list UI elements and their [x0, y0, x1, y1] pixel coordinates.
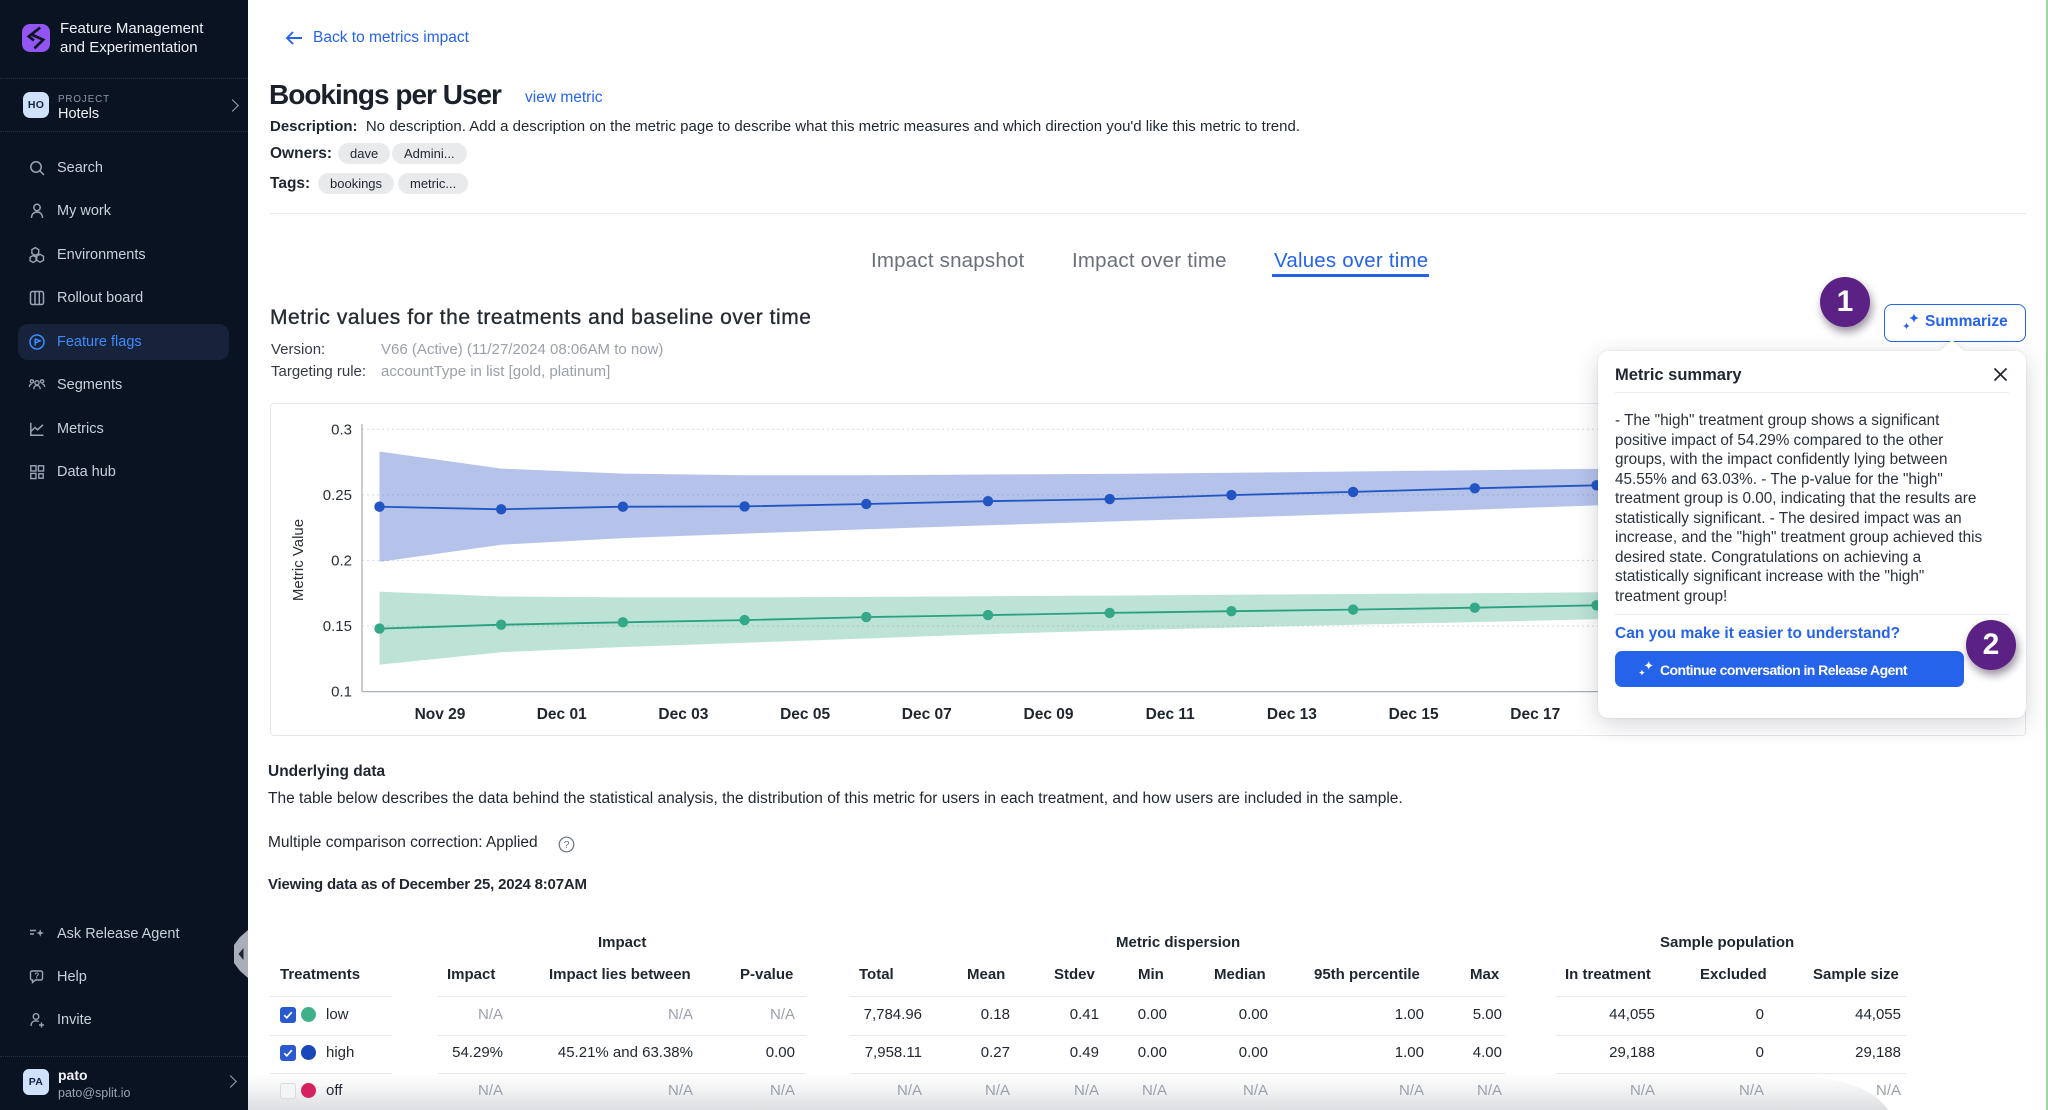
svg-text:?: ? [34, 971, 39, 980]
svg-text:0.2: 0.2 [331, 552, 352, 569]
svg-text:Dec 13: Dec 13 [1267, 706, 1317, 723]
svg-text:Dec 03: Dec 03 [658, 706, 708, 723]
svg-text:Dec 11: Dec 11 [1146, 706, 1196, 723]
svg-text:Nov 29: Nov 29 [415, 706, 466, 723]
svg-text:Dec 05: Dec 05 [780, 706, 830, 723]
svg-text:Metric Value: Metric Value [290, 519, 307, 601]
svg-text:?: ? [564, 839, 570, 851]
svg-text:Dec 15: Dec 15 [1389, 706, 1439, 723]
svg-text:0.25: 0.25 [323, 487, 352, 504]
svg-text:Dec 01: Dec 01 [537, 706, 587, 723]
svg-text:0.3: 0.3 [331, 421, 352, 438]
svg-text:Dec 07: Dec 07 [902, 706, 952, 723]
svg-text:Dec 17: Dec 17 [1510, 706, 1560, 723]
svg-text:0.1: 0.1 [331, 684, 352, 701]
svg-text:0.15: 0.15 [323, 618, 352, 635]
svg-text:Dec 09: Dec 09 [1024, 706, 1074, 723]
